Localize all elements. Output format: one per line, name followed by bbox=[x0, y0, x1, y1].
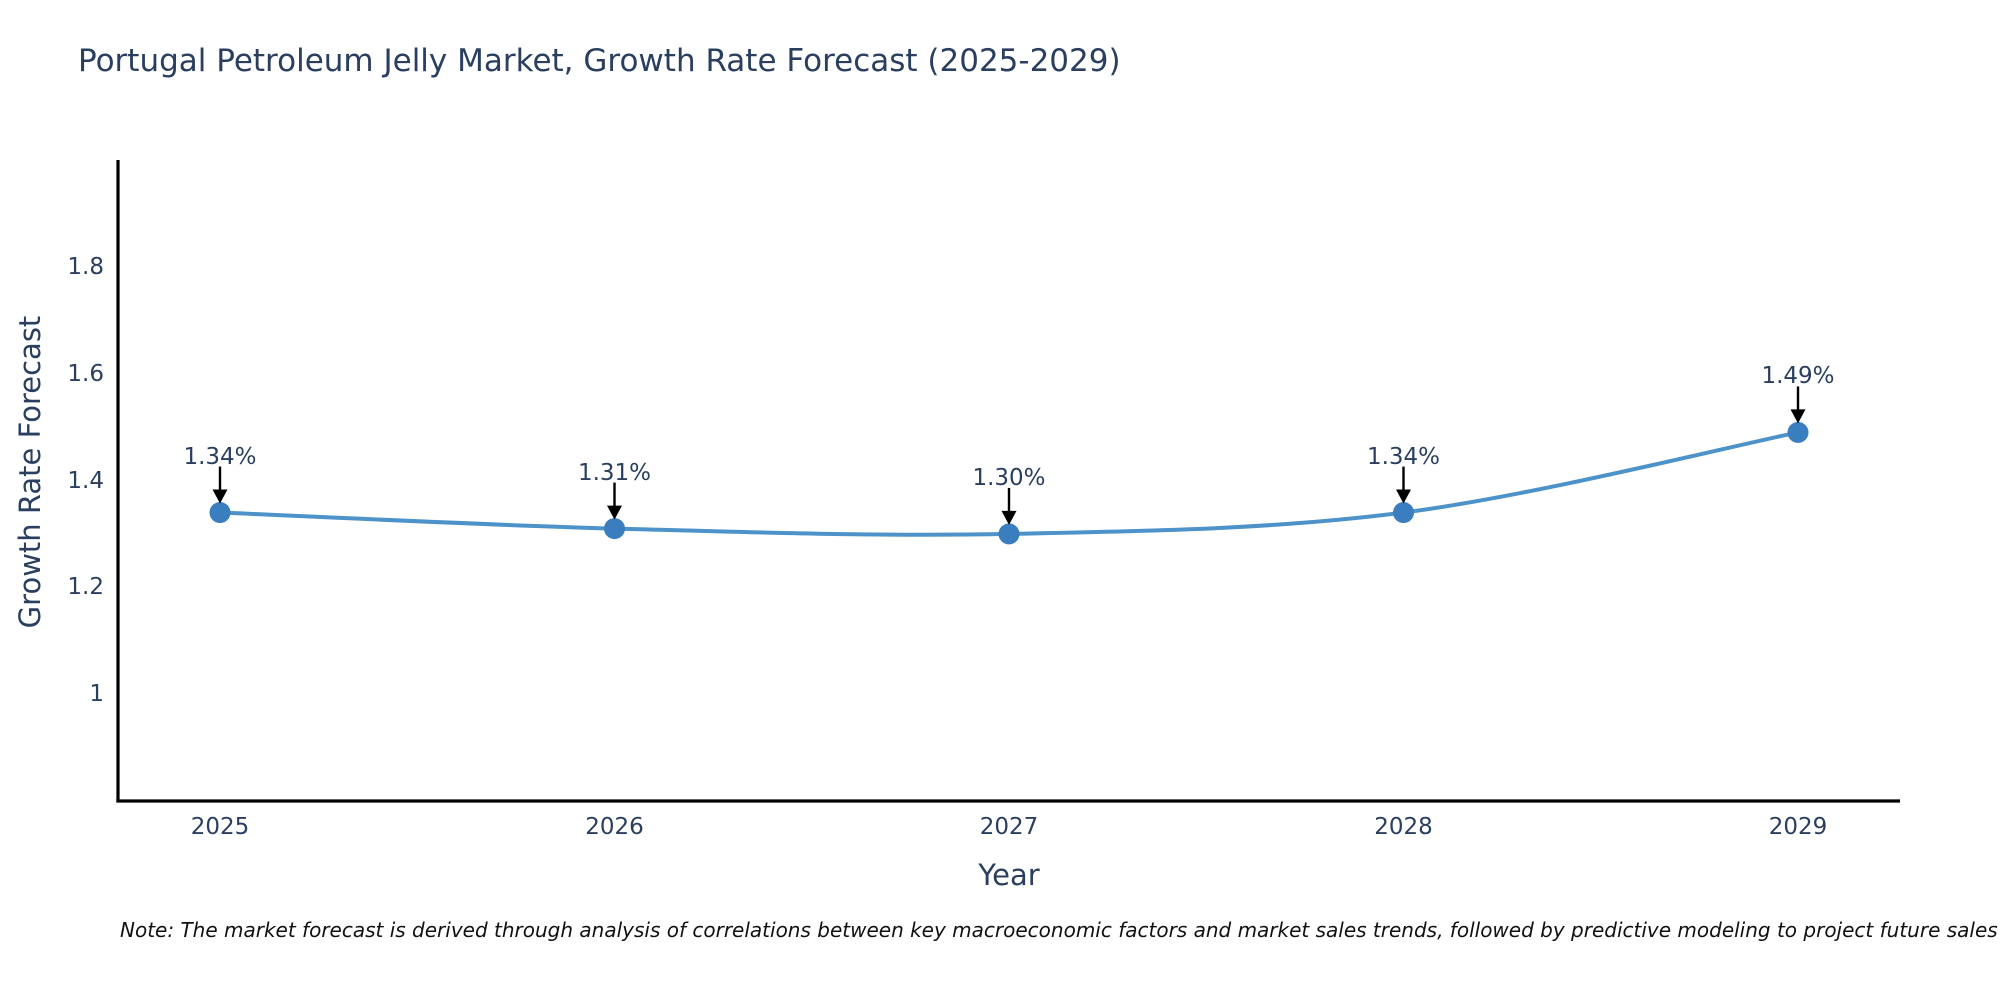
data-point-2026 bbox=[604, 518, 625, 540]
annotation-label: 1.30% bbox=[972, 464, 1046, 491]
x-tick-label: 2025 bbox=[190, 814, 250, 840]
annotation-arrow-head bbox=[607, 505, 622, 520]
y-tick-label: 1.8 bbox=[67, 253, 104, 280]
x-tick-label: 2029 bbox=[1768, 814, 1828, 840]
data-point-2027 bbox=[998, 523, 1020, 545]
annotation-arrow-head bbox=[1396, 489, 1411, 504]
annotation-arrow-head bbox=[212, 489, 228, 504]
annotation-arrow-head bbox=[1001, 510, 1017, 525]
y-tick-label: 1.4 bbox=[67, 467, 104, 494]
annotation-label: 1.49% bbox=[1761, 363, 1835, 390]
data-point-2029 bbox=[1787, 421, 1809, 443]
y-tick-label: 1.2 bbox=[67, 574, 104, 601]
x-axis-title: Year bbox=[978, 858, 1040, 892]
annotation-label: 1.34% bbox=[183, 443, 257, 470]
annotation-arrow-head bbox=[1790, 409, 1806, 424]
x-tick-label: 2028 bbox=[1374, 814, 1433, 840]
annotation-label: 1.31% bbox=[577, 459, 652, 486]
chart-title: Portugal Petroleum Jelly Market, Growth … bbox=[78, 43, 1121, 79]
data-point-2028 bbox=[1393, 502, 1414, 524]
y-tick-label: 1 bbox=[89, 681, 104, 708]
y-tick-label: 1.6 bbox=[67, 360, 104, 387]
footnote: Note: The market forecast is derived thr… bbox=[120, 918, 1998, 942]
x-tick-label: 2026 bbox=[585, 814, 644, 840]
annotation-label: 1.34% bbox=[1366, 443, 1441, 470]
x-tick-label: 2027 bbox=[979, 814, 1039, 840]
data-point-2025 bbox=[209, 502, 231, 524]
